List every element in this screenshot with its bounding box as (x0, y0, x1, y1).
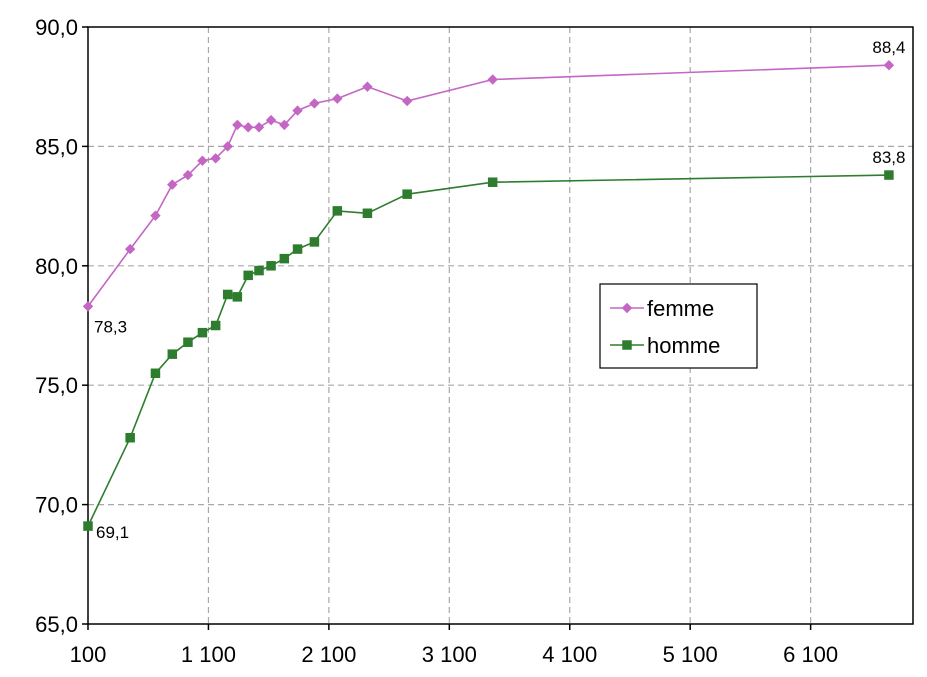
data-point-homme (243, 270, 253, 281)
data-point-homme (210, 320, 221, 331)
legend-label-homme: homme (647, 333, 720, 358)
y-tick-label: 75,0 (35, 373, 78, 398)
data-point-femme (253, 122, 265, 133)
data-point-homme (402, 189, 412, 199)
series-femme (82, 60, 895, 312)
data-point-homme (884, 170, 894, 180)
x-tick-label: 3 100 (422, 642, 477, 667)
data-point-femme (150, 210, 161, 221)
data-point-femme (82, 301, 94, 312)
data-point-homme (125, 432, 135, 443)
data-point-femme (279, 119, 290, 131)
data-point-homme (254, 265, 264, 276)
x-tick-label: 6 100 (783, 642, 838, 667)
legend-item-homme: homme (610, 333, 720, 358)
data-point-femme (197, 155, 208, 166)
data-point-femme (265, 114, 277, 126)
y-tick-label: 65,0 (35, 612, 78, 637)
legend-box (599, 283, 758, 369)
series-homme (83, 170, 894, 531)
data-point-femme (222, 141, 233, 152)
data-point-femme (242, 122, 254, 133)
data-label-femme: 78,3 (94, 317, 127, 336)
x-tick-label: 1 100 (181, 642, 236, 667)
data-point-femme (182, 169, 194, 181)
data-labels: 78,3 88,4 69,1 83,8 (94, 38, 905, 542)
y-tick-label: 90,0 (35, 15, 78, 40)
legend: femme homme (599, 283, 758, 369)
data-point-femme (401, 95, 413, 107)
y-tick-label: 80,0 (35, 254, 78, 279)
data-label-femme: 88,4 (872, 38, 905, 57)
data-point-homme (487, 177, 498, 187)
x-tick-label: 4 100 (542, 642, 597, 667)
data-point-homme (197, 327, 208, 338)
legend-item-femme: femme (610, 296, 714, 321)
data-point-homme (279, 253, 290, 264)
plot-area-frame (87, 26, 914, 625)
data-label-homme: 69,1 (96, 523, 129, 542)
data-point-homme (83, 521, 93, 531)
x-tick-label: 2 100 (301, 642, 356, 667)
data-point-homme (332, 206, 343, 216)
data-point-homme (232, 292, 243, 302)
legend-marker-homme (622, 340, 632, 350)
data-point-homme (309, 237, 320, 247)
x-tick-label: 5 100 (663, 642, 718, 667)
x-tick-label: 100 (70, 642, 107, 667)
data-point-homme (167, 349, 178, 359)
data-point-femme (332, 93, 343, 104)
data-point-femme (167, 179, 178, 190)
y-axis: 65,0 70,0 75,0 80,0 85,0 90,0 (35, 15, 88, 637)
x-axis: 100 1 100 2 100 3 100 4 100 5 100 6 100 (70, 624, 838, 667)
y-tick-label: 85,0 (35, 134, 78, 159)
data-point-femme (292, 105, 303, 116)
legend-label-femme: femme (647, 296, 714, 321)
data-point-femme (309, 98, 320, 109)
data-point-homme (222, 289, 233, 300)
data-point-homme (183, 337, 193, 347)
data-point-homme (362, 208, 373, 219)
gridlines (88, 27, 913, 624)
data-point-femme (232, 119, 243, 131)
data-point-femme (124, 243, 136, 255)
series-layer (82, 60, 895, 531)
data-point-femme (210, 153, 221, 164)
data-point-femme (487, 74, 498, 85)
data-point-homme (266, 261, 276, 271)
data-point-homme (150, 368, 161, 379)
data-point-femme (362, 81, 373, 92)
data-point-homme (292, 244, 303, 254)
data-label-homme: 83,8 (872, 148, 905, 167)
legend-marker-femme (621, 302, 633, 314)
data-point-femme (883, 60, 895, 71)
y-tick-label: 70,0 (35, 493, 78, 518)
